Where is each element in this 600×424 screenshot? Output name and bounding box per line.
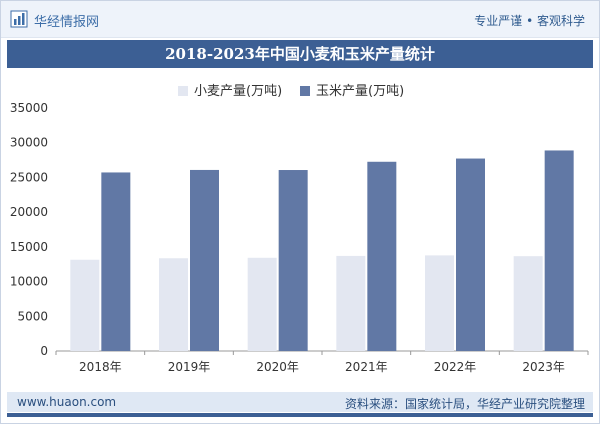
y-tick-label: 10000: [10, 275, 48, 289]
footer-website: www.huaon.com: [17, 395, 117, 409]
chart-title: 2018-2023年中国小麦和玉米产量统计: [7, 40, 593, 68]
legend-wheat-label: 小麦产量(万吨): [194, 84, 283, 99]
y-tick-label: 20000: [10, 205, 48, 219]
x-tick-label: 2023年: [522, 360, 565, 374]
header-slogan: 专业严谨 • 客观科学: [474, 14, 585, 28]
x-tick-label: 2022年: [434, 360, 477, 374]
bar-wheat: [159, 258, 188, 351]
bar-wheat: [425, 255, 454, 351]
header-bar: 华经情报网 专业严谨 • 客观科学: [1, 1, 599, 38]
x-tick-label: 2018年: [79, 360, 122, 374]
legend-corn: 玉米产量(万吨): [300, 80, 405, 99]
footer-line: [7, 413, 593, 417]
bar-corn: [278, 170, 308, 351]
x-tick-label: 2021年: [345, 360, 388, 374]
legend-corn-label: 玉米产量(万吨): [316, 84, 405, 99]
x-tick-label: 2019年: [168, 360, 211, 374]
bar-wheat: [70, 259, 100, 351]
x-tick-label: 2020年: [256, 360, 299, 374]
brand-name: 华经情报网: [34, 15, 100, 30]
footer-source: 资料来源：国家统计局，华经产业研究院整理: [344, 397, 585, 411]
bar-corn: [544, 150, 574, 351]
logo-icon: [10, 10, 28, 28]
y-tick-label: 35000: [10, 101, 48, 115]
bar-corn: [456, 158, 485, 351]
y-tick-label: 30000: [10, 136, 48, 150]
bar-corn: [367, 161, 397, 351]
bar-wheat: [336, 255, 366, 351]
bar-corn: [190, 169, 219, 351]
bar-wheat: [513, 256, 543, 351]
legend-corn-swatch: [300, 86, 310, 96]
y-tick-label: 5000: [17, 309, 48, 323]
y-tick-label: 15000: [10, 240, 48, 254]
bar-wheat: [247, 257, 277, 351]
y-tick-label: 0: [40, 344, 48, 358]
footer-bar: www.huaon.com 资料来源：国家统计局，华经产业研究院整理: [7, 392, 593, 412]
legend-wheat-swatch: [178, 86, 188, 96]
legend-wheat: 小麦产量(万吨): [178, 80, 283, 99]
bar-corn: [101, 172, 131, 351]
y-tick-label: 25000: [10, 170, 48, 184]
